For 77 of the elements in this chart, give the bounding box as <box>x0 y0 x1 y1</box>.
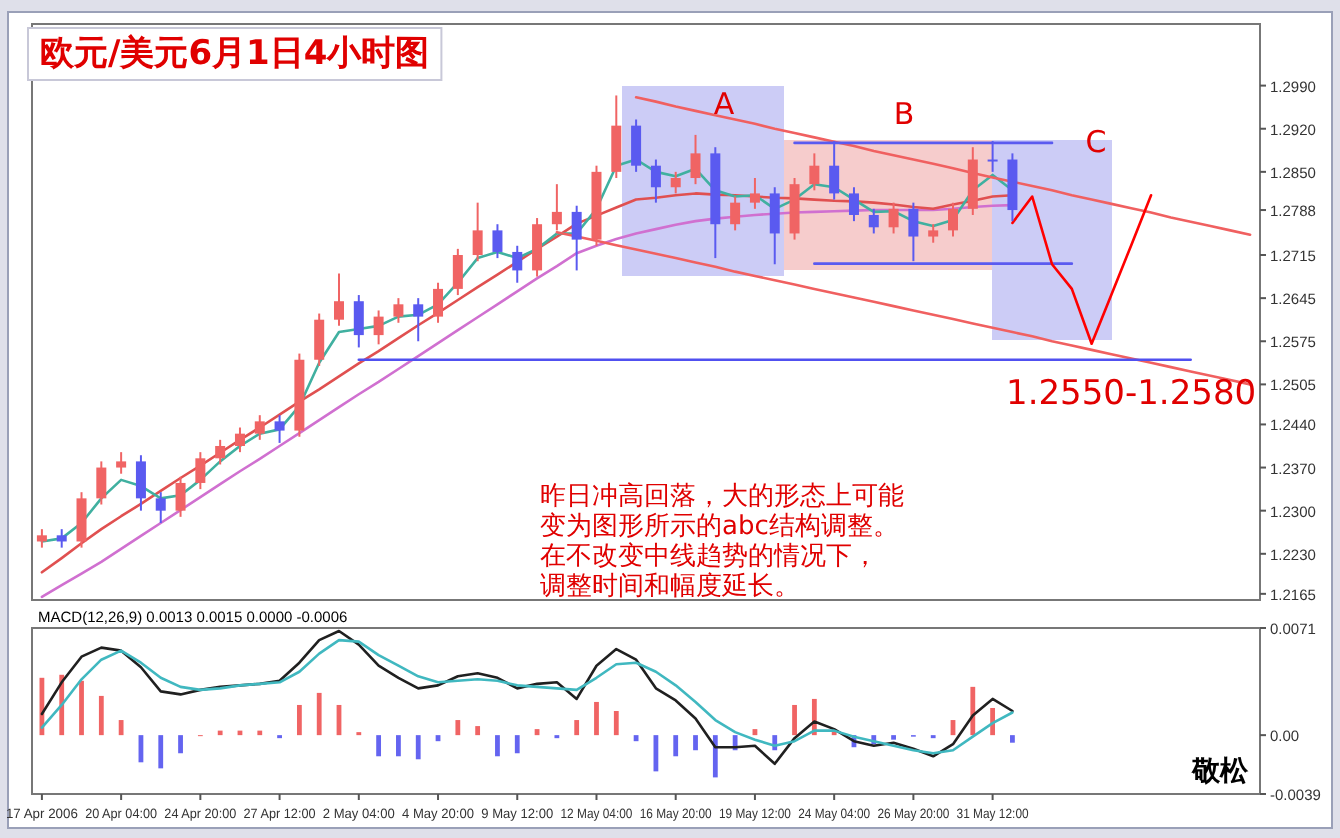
candlestick <box>413 297 424 343</box>
bar <box>514 735 520 754</box>
candlestick <box>373 309 384 346</box>
bar <box>257 730 263 736</box>
candlestick <box>868 207 879 235</box>
bar <box>455 720 461 736</box>
candlestick <box>135 454 146 512</box>
candlestick <box>155 491 166 524</box>
candlestick <box>809 152 820 192</box>
chart-title: 欧元/美元6月1日4小时图 <box>40 34 430 74</box>
candlestick <box>532 217 543 278</box>
candlestick <box>492 223 503 260</box>
bar <box>415 735 421 760</box>
candlestick <box>274 414 285 444</box>
bar <box>98 695 104 736</box>
annotation: 调整时间和幅度延长。 <box>540 570 800 602</box>
bar <box>296 704 302 736</box>
candlestick <box>472 201 483 263</box>
annotation: 在不改变中线趋势的情况下， <box>540 542 878 572</box>
bar <box>79 680 84 736</box>
candlestick <box>433 281 444 324</box>
candlestick <box>234 426 245 454</box>
candlestick <box>452 247 463 297</box>
bar <box>613 711 619 736</box>
candlestick <box>195 451 206 491</box>
bar <box>158 735 164 769</box>
candlestick <box>334 272 344 327</box>
bar <box>376 735 382 757</box>
candlestick <box>36 528 47 549</box>
candlestick <box>175 475 186 518</box>
bar <box>178 735 183 754</box>
annotation: 1.2550-1.2580 <box>1006 374 1257 414</box>
candlestick <box>393 297 404 324</box>
candlestick <box>749 177 760 210</box>
annotation: 昨日冲高回落，大的形态上可能 <box>540 480 904 512</box>
candlestick <box>631 118 642 173</box>
bar <box>217 730 223 736</box>
line-series <box>634 96 1252 236</box>
candlestick <box>314 312 325 367</box>
candlestick <box>56 528 67 549</box>
candlestick <box>848 186 859 223</box>
bar <box>495 735 500 757</box>
annotation: C <box>1085 124 1107 160</box>
candlestick <box>512 244 523 284</box>
bar <box>792 704 797 736</box>
bar <box>396 735 401 757</box>
bar <box>316 692 322 736</box>
bar <box>712 735 718 778</box>
candlestick <box>353 294 364 349</box>
candlestick <box>215 438 226 466</box>
candlestick <box>690 133 701 186</box>
candlestick <box>611 94 622 180</box>
bar <box>673 735 679 757</box>
candlestick <box>650 158 661 204</box>
candlestick <box>730 195 741 232</box>
candlestick <box>670 170 681 195</box>
bar <box>574 720 580 736</box>
bar <box>594 701 599 736</box>
candlestick <box>948 201 958 238</box>
annotation: A <box>713 86 736 122</box>
bar <box>693 735 698 751</box>
candlestick <box>888 201 899 235</box>
candlestick <box>96 460 107 506</box>
candlestick <box>769 186 780 266</box>
candlestick <box>571 204 582 272</box>
line-series <box>1011 193 1153 346</box>
bar <box>475 726 481 736</box>
candlestick <box>928 223 939 244</box>
candlestick <box>76 491 87 549</box>
annotation: 变为图形所示的abc结构调整。 <box>540 512 899 542</box>
annotation: 敬松 <box>1190 756 1250 788</box>
candlestick <box>116 451 127 475</box>
bar <box>970 686 976 736</box>
bar <box>1010 735 1015 743</box>
bar <box>118 720 124 736</box>
candlestick <box>254 414 265 441</box>
annotation: B <box>893 96 915 132</box>
